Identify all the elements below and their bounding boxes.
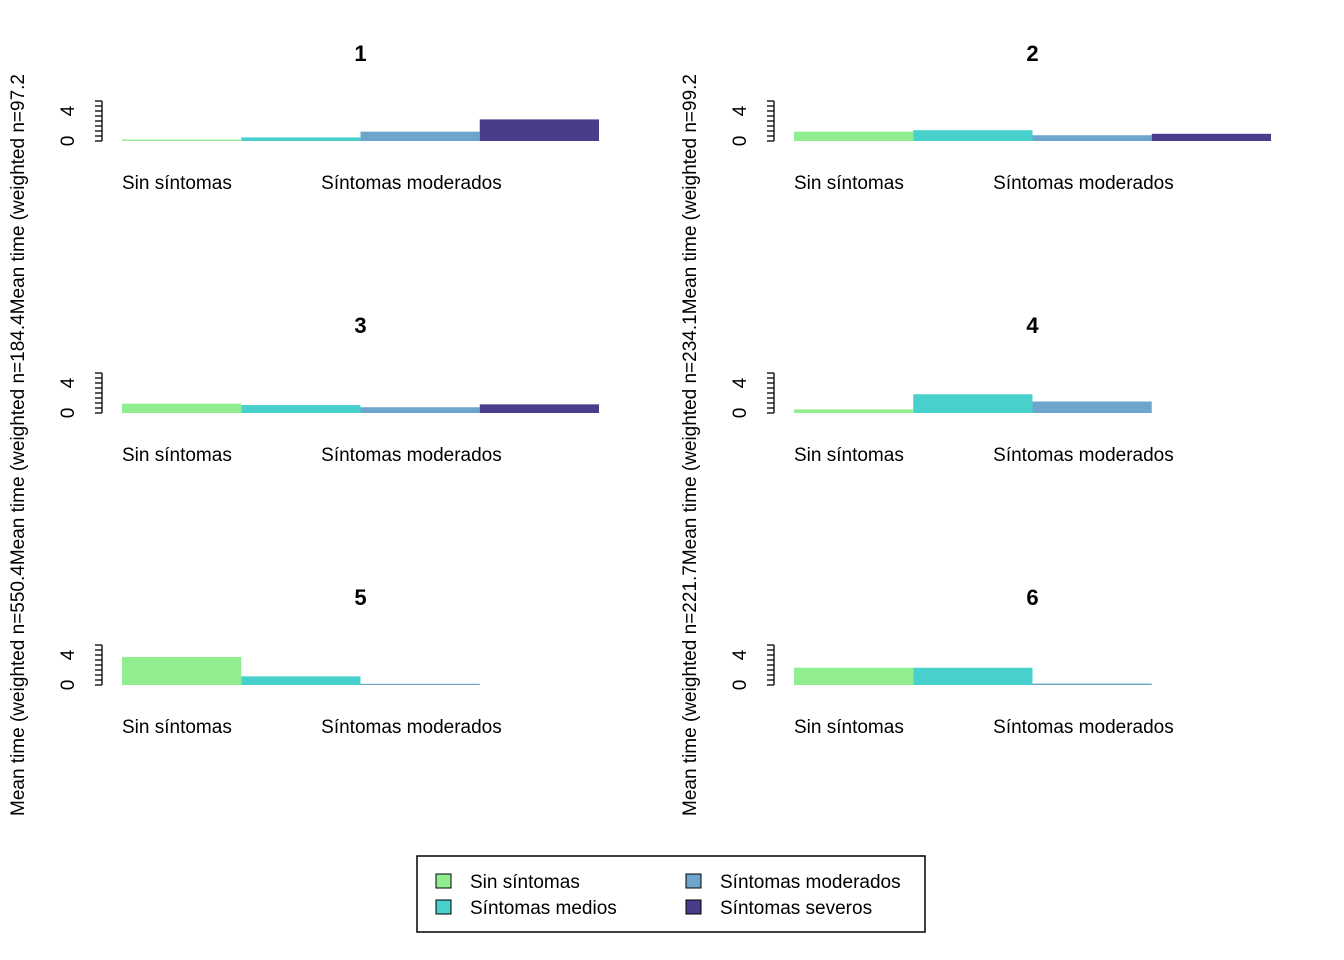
x-tick-label: Sin síntomas bbox=[122, 173, 232, 194]
x-tick-label: Síntomas moderados bbox=[321, 717, 502, 738]
legend-swatch bbox=[435, 873, 452, 889]
x-tick-label: Sin síntomas bbox=[794, 173, 904, 194]
bar-6-1 bbox=[794, 667, 914, 685]
bar-5-3 bbox=[360, 683, 480, 685]
bar-3-4 bbox=[479, 404, 599, 413]
x-tick-label: Sin síntomas bbox=[122, 717, 232, 738]
bar-6-2 bbox=[913, 667, 1033, 685]
y-tick-label: 0 bbox=[58, 680, 79, 691]
y-axis-labels: Mean time (weighted n=550.4Mean time (we… bbox=[8, 74, 701, 816]
y-axis: 04 bbox=[730, 644, 775, 691]
bar-4-3 bbox=[1032, 401, 1152, 413]
y-tick-label: 4 bbox=[58, 105, 79, 116]
bar-5-2 bbox=[241, 676, 361, 685]
legend-label: Síntomas moderados bbox=[720, 872, 901, 893]
legend-box bbox=[416, 855, 926, 933]
y-tick-label: 0 bbox=[730, 680, 751, 691]
y-axis: 04 bbox=[58, 644, 103, 691]
y-tick-label: 4 bbox=[730, 105, 751, 116]
bar-6-3 bbox=[1032, 683, 1152, 685]
legend-swatch bbox=[685, 899, 702, 915]
y-tick-label: 4 bbox=[730, 649, 751, 660]
bar-1-3 bbox=[360, 131, 480, 141]
y-axis: 04 bbox=[730, 372, 775, 419]
bar-2-1 bbox=[794, 131, 914, 141]
legend: Sin síntomas Síntomas medios Síntomas mode… bbox=[416, 855, 926, 933]
y-tick-label: 0 bbox=[730, 136, 751, 147]
x-tick-label: Sin síntomas bbox=[794, 445, 904, 466]
legend-label: Sin síntomas bbox=[470, 872, 580, 893]
y-axis: 04 bbox=[58, 100, 103, 147]
y-tick-label: 0 bbox=[58, 136, 79, 147]
bar-4-1 bbox=[794, 409, 914, 413]
x-tick-label: Síntomas moderados bbox=[993, 445, 1174, 466]
legend-label: Síntomas severos bbox=[720, 898, 872, 919]
x-tick-label: Sin síntomas bbox=[794, 717, 904, 738]
legend-swatch bbox=[685, 873, 702, 889]
y-axis-title: Mean time (weighted n=550.4Mean time (we… bbox=[8, 74, 29, 816]
x-tick-label: Síntomas moderados bbox=[993, 173, 1174, 194]
legend-swatch bbox=[435, 899, 452, 915]
x-tick-label: Síntomas moderados bbox=[993, 717, 1174, 738]
panel-title: 2 bbox=[1026, 41, 1038, 66]
y-axis-title: Mean time (weighted n=221.7Mean time (we… bbox=[680, 74, 701, 816]
y-axis: 04 bbox=[58, 372, 103, 419]
x-tick-label: Sin síntomas bbox=[122, 445, 232, 466]
bar-2-3 bbox=[1032, 135, 1152, 141]
legend-label: Síntomas medios bbox=[470, 898, 617, 919]
bar-2-2 bbox=[913, 130, 1033, 141]
bar-5-1 bbox=[122, 656, 242, 685]
y-axis: 04 bbox=[730, 100, 775, 147]
x-tick-label: Síntomas moderados bbox=[321, 173, 502, 194]
bar-3-2 bbox=[241, 405, 361, 413]
bar-4-2 bbox=[913, 394, 1033, 413]
panel-title: 6 bbox=[1026, 585, 1038, 610]
panel-title: 5 bbox=[354, 585, 366, 610]
y-tick-label: 4 bbox=[58, 377, 79, 388]
y-tick-label: 4 bbox=[730, 377, 751, 388]
y-tick-label: 0 bbox=[58, 408, 79, 419]
bar-2-4 bbox=[1151, 133, 1271, 141]
y-tick-label: 0 bbox=[730, 408, 751, 419]
panel-title: 4 bbox=[1026, 313, 1039, 338]
x-tick-label: Síntomas moderados bbox=[321, 445, 502, 466]
bar-1-4 bbox=[479, 119, 599, 141]
panel-title: 3 bbox=[354, 313, 366, 338]
bar-1-1 bbox=[122, 139, 242, 141]
y-tick-label: 4 bbox=[58, 649, 79, 660]
bar-3-1 bbox=[122, 403, 242, 413]
bar-1-2 bbox=[241, 137, 361, 141]
panel-title: 1 bbox=[354, 41, 366, 66]
bar-3-3 bbox=[360, 407, 480, 413]
